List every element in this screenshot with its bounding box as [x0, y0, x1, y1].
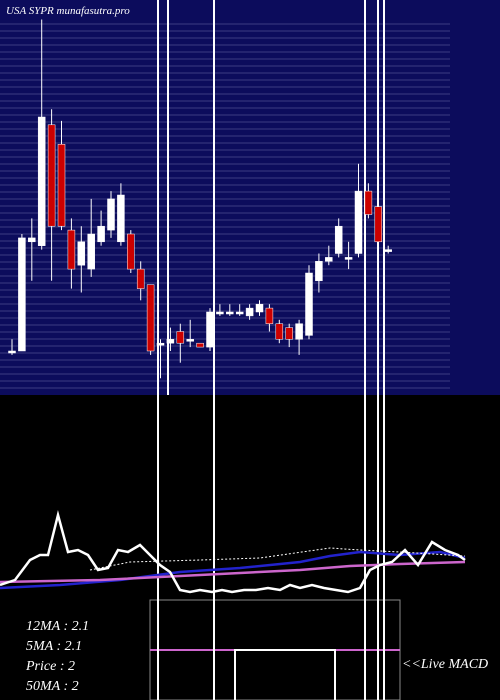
candle-body: [285, 327, 293, 340]
indicator-label: Price : 2: [25, 659, 75, 674]
candle-body: [245, 307, 254, 317]
candle-body: [334, 225, 343, 254]
candle-body: [67, 229, 76, 270]
candle-body: [216, 311, 224, 315]
indicator-line: [89, 547, 466, 571]
candle-body: [8, 350, 16, 354]
candle-body: [196, 342, 204, 348]
candle-body: [186, 339, 194, 342]
candle-body: [156, 342, 165, 346]
indicator-line: [0, 510, 466, 594]
candle-body: [57, 144, 66, 227]
candle-body: [295, 323, 303, 340]
candle-body: [136, 268, 145, 289]
candle-body: [166, 339, 175, 344]
candle-body: [146, 284, 155, 352]
candle-body: [206, 311, 214, 348]
candle-body: [235, 311, 244, 315]
candle-body: [37, 116, 46, 246]
macd-note: <<Live MACD: [402, 657, 488, 672]
candle-body: [265, 307, 274, 324]
indicator-label: 5MA : 2.1: [26, 639, 82, 654]
candle-body: [325, 257, 333, 262]
chart-title: USA SYPR munafasutra.pro: [6, 5, 130, 17]
candle-body: [127, 233, 135, 270]
candle-body: [255, 303, 264, 313]
candle-body: [176, 331, 185, 344]
candle-body: [18, 237, 26, 352]
candle-body: [28, 237, 36, 243]
indicator-label: 12MA : 2.1: [26, 619, 89, 634]
candle-body: [47, 124, 56, 227]
candle-body: [87, 233, 95, 270]
candle-body: [305, 272, 313, 336]
candle-body: [117, 194, 125, 243]
candle-body: [275, 323, 284, 340]
candle-body: [364, 190, 373, 215]
macd-step: [234, 649, 336, 700]
candle-body: [384, 249, 392, 252]
indicator-label: 50MA : 2: [26, 679, 79, 694]
candle-body: [77, 241, 86, 266]
indicator-line: [0, 560, 466, 584]
candle-body: [107, 198, 115, 231]
indicator-line: [0, 550, 466, 590]
candle-body: [354, 190, 363, 254]
candle-body: [226, 311, 234, 315]
candle-body: [315, 261, 323, 282]
panel-lines: [0, 23, 450, 389]
candle-body: [344, 257, 353, 260]
marker-lines: [157, 0, 385, 700]
candle-body: [97, 225, 105, 243]
candle-body: [374, 206, 383, 243]
